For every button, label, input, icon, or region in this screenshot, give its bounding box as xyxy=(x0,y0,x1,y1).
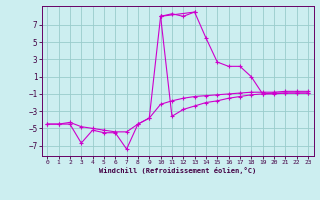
X-axis label: Windchill (Refroidissement éolien,°C): Windchill (Refroidissement éolien,°C) xyxy=(99,167,256,174)
